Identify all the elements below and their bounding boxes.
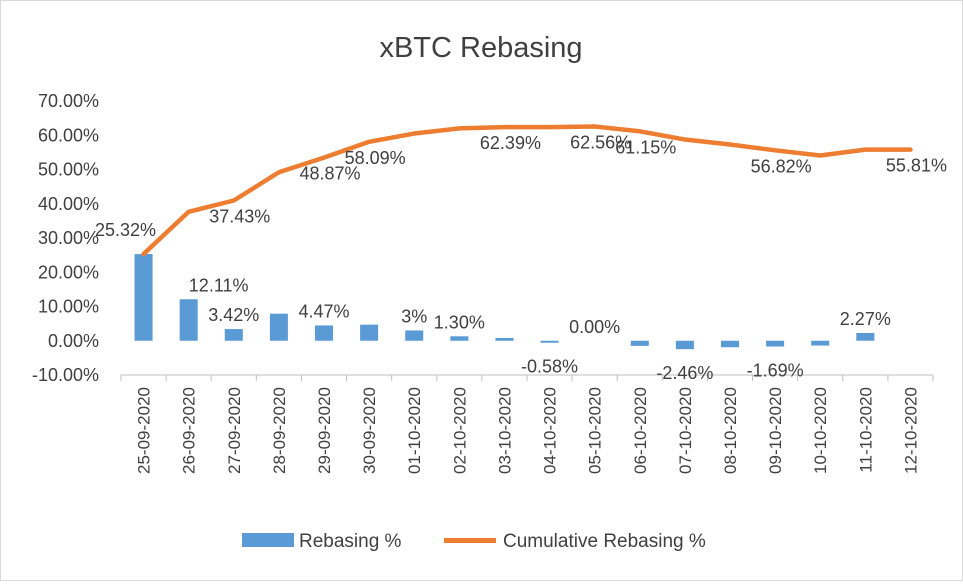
bar-data-label: 1.30%	[434, 312, 485, 332]
y-tick-label: 0.00%	[48, 331, 99, 351]
bar-data-label: 4.47%	[298, 301, 349, 321]
x-axis: 25-09-2020 26-09-2020 27-09-2020 28-09-2020…	[120, 374, 934, 474]
bar	[540, 340, 559, 343]
bar-series	[134, 254, 875, 350]
x-tick-label: 26-09-2020	[180, 387, 199, 474]
x-tick-label: 11-10-2020	[856, 387, 875, 473]
y-tick-label: 60.00%	[38, 125, 99, 145]
x-tick-label: 04-10-2020	[541, 387, 560, 474]
line-data-label: 56.82%	[751, 156, 812, 176]
x-tick-label: 02-10-2020	[450, 387, 469, 474]
bar-data-label: 25.32%	[95, 220, 156, 240]
line-data-label: 55.81%	[886, 156, 947, 176]
line-data-label: 48.87%	[299, 164, 360, 184]
legend-swatch-rebasing	[242, 533, 294, 547]
bar	[811, 340, 830, 346]
x-tick-label: 12-10-2020	[901, 387, 920, 474]
line-data-label: 62.39%	[480, 133, 541, 153]
bar	[720, 340, 740, 348]
x-tick-label: 25-09-2020	[135, 387, 154, 474]
x-tick-label: 30-09-2020	[360, 387, 379, 474]
x-tick-label: 06-10-2020	[631, 387, 650, 474]
bar	[179, 299, 198, 341]
x-tick-label: 28-09-2020	[270, 387, 289, 474]
bar-data-label: -2.46%	[656, 363, 713, 383]
bar	[766, 340, 785, 347]
y-tick-label: 50.00%	[38, 160, 99, 180]
bar	[314, 325, 334, 341]
bar	[495, 338, 514, 341]
legend-label-rebasing: Rebasing %	[299, 531, 402, 552]
legend: Rebasing % Cumulative Rebasing %	[242, 531, 706, 552]
x-tick-label: 10-10-2020	[811, 387, 830, 474]
line-series	[141, 124, 913, 257]
y-tick-label: 10.00%	[38, 297, 99, 317]
y-tick-label: 20.00%	[38, 262, 99, 282]
bar	[630, 340, 649, 346]
line-data-label: 62.56%	[570, 132, 631, 152]
bar-data-label: -1.69%	[747, 361, 804, 381]
bar	[224, 329, 243, 341]
bar	[450, 336, 469, 341]
legend-label-cumulative: Cumulative Rebasing %	[503, 531, 706, 552]
bar	[675, 340, 694, 350]
bar	[405, 330, 424, 341]
chart-title: xBTC Rebasing	[379, 32, 582, 64]
x-tick-label: 05-10-2020	[586, 387, 605, 474]
y-tick-label: 70.00%	[38, 91, 99, 111]
y-tick-label: 30.00%	[38, 228, 99, 248]
bar	[360, 324, 379, 341]
data-labels: 25.32% 12.11% 3.42% 4.47% 3% 1.30% -0.58% 0.00%…	[95, 132, 947, 383]
x-tick-label: 01-10-2020	[405, 387, 424, 474]
bar	[856, 332, 875, 341]
x-tick-label: 29-09-2020	[315, 387, 334, 474]
bar	[134, 254, 153, 341]
line-data-label: 61.15%	[615, 137, 676, 157]
y-tick-label: 40.00%	[38, 194, 99, 214]
bar-data-label: 12.11%	[189, 275, 249, 295]
bar-data-label: -0.58%	[521, 357, 578, 377]
line-data-label: 58.09%	[345, 148, 406, 168]
bar-data-label: 3.42%	[208, 305, 259, 325]
y-axis: 70.00% 60.00% 50.00% 40.00% 30.00% 20.00% 10.0…	[32, 91, 99, 385]
line-data-label: 37.43%	[209, 206, 270, 226]
cumulative-line	[141, 124, 913, 257]
x-tick-label: 27-09-2020	[225, 387, 244, 474]
bar	[269, 313, 288, 341]
bar-data-label: 2.27%	[840, 309, 891, 329]
y-tick-label: -10.00%	[32, 365, 99, 385]
x-tick-label: 09-10-2020	[766, 387, 785, 474]
x-tick-label: 03-10-2020	[495, 387, 514, 474]
x-tick-label: 08-10-2020	[721, 387, 740, 474]
bar-data-label: 0.00%	[569, 317, 620, 337]
legend-swatch-cumulative	[444, 538, 496, 543]
bar-data-label: 3%	[401, 306, 427, 326]
x-tick-label: 07-10-2020	[676, 387, 695, 474]
